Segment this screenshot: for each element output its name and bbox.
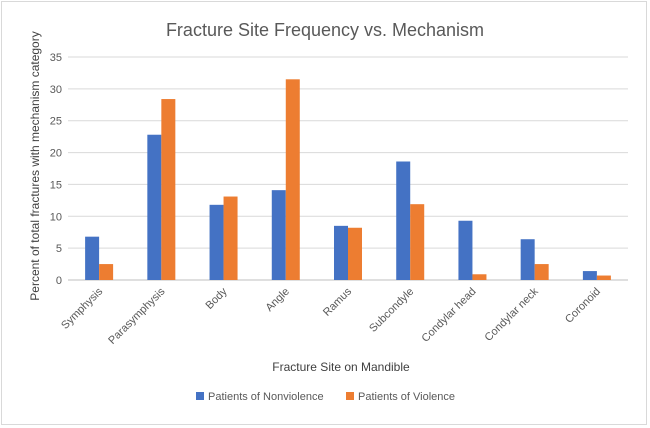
y-tick-label: 10 [50,211,62,223]
chart-title: Fracture Site Frequency vs. Mechanism [166,20,484,40]
x-axis-title: Fracture Site on Mandible [272,360,410,374]
y-axis-title: Percent of total fractures with mechanis… [28,31,42,300]
x-tick-label: Symphysis [59,285,105,331]
x-tick-label: Condylar neck [483,285,542,344]
y-tick-label: 30 [50,84,62,96]
y-tick-label: 25 [50,116,62,128]
legend-label: Patients of Nonviolence [208,391,324,403]
x-tick-label: Body [203,285,230,312]
bar-violence [223,196,238,280]
bar-nonviolence [458,220,473,280]
y-axis-ticks: 0 5 10 15 20 25 30 35 [50,52,62,287]
legend-swatch [196,392,204,400]
x-tick-label: Condylar head [419,286,478,345]
bar-violence [472,274,487,280]
bar-nonviolence [271,190,286,280]
x-tick-label: Subcondyle [367,286,416,335]
bar-violence [285,79,300,280]
bar-nonviolence [520,239,535,280]
x-tick-label: Ramus [321,285,354,318]
bar-violence [348,227,362,280]
x-tick-label: Parasymphysis [106,285,168,347]
bar-nonviolence [147,134,162,280]
y-tick-label: 5 [56,243,62,255]
bar-violence [534,264,549,280]
y-tick-label: 15 [50,179,62,191]
y-tick-label: 0 [56,275,62,287]
bar-nonviolence [209,204,224,280]
legend-swatch [346,392,354,400]
bar-nonviolence [396,161,411,280]
bar-violence [410,204,425,280]
bar-nonviolence [582,271,597,280]
bar-nonviolence [85,236,100,280]
legend-label: Patients of Violence [358,391,455,403]
bar-violence [596,275,611,280]
x-axis-ticks: Symphysis Parasymphysis Body Angle Ramus Subc… [59,285,603,347]
bar-violence [161,99,176,281]
y-tick-label: 20 [50,148,62,160]
legend: Patients of Nonviolence Patients of Viole… [196,391,455,403]
bar-violence [99,264,114,280]
x-tick-label: Angle [264,286,292,314]
bar-nonviolence [334,225,348,280]
y-tick-label: 35 [50,52,62,64]
x-tick-label: Coronoid [563,286,603,326]
bars [85,79,611,281]
